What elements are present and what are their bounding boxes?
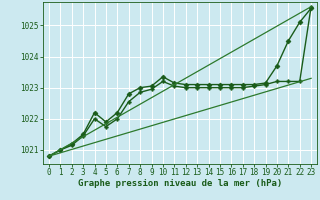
X-axis label: Graphe pression niveau de la mer (hPa): Graphe pression niveau de la mer (hPa): [78, 179, 282, 188]
